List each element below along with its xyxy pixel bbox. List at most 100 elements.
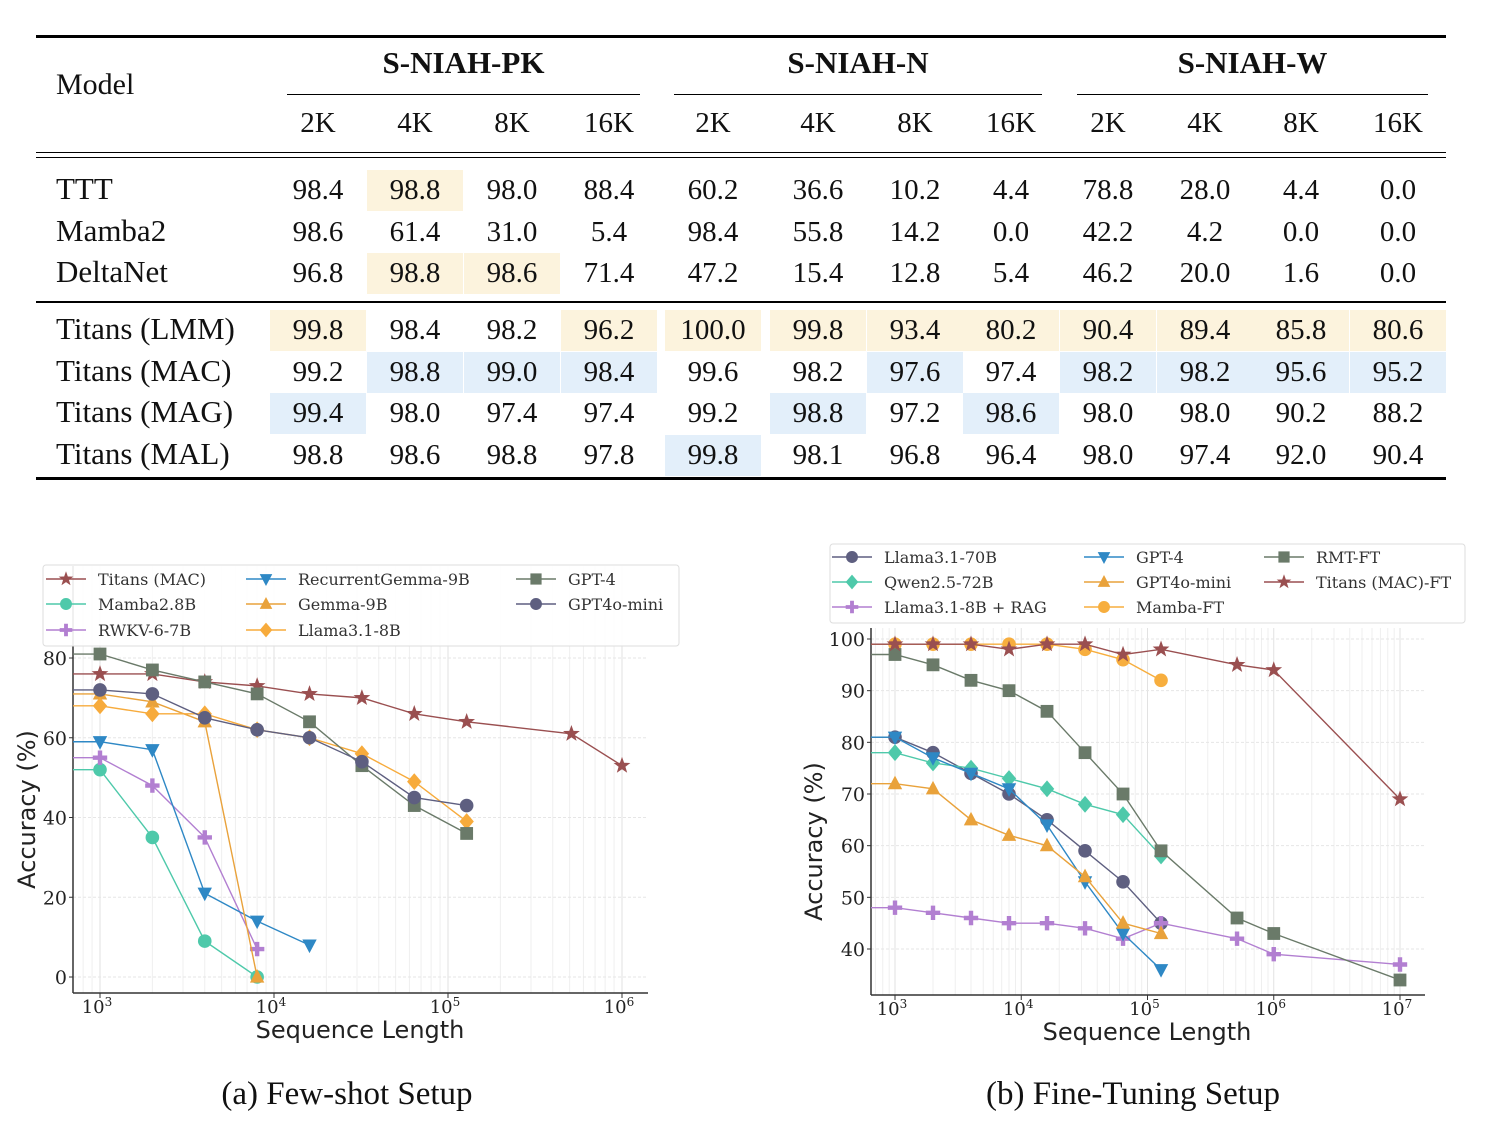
table-cell: 99.8 [770,310,866,351]
circle-marker [145,687,160,701]
star-marker [353,689,371,705]
table-cell: 88.2 [1372,397,1424,429]
square-marker [926,658,940,672]
x-tick-label: 107 [1382,997,1413,1020]
legend-entry: Llama3.1-8B + RAG [832,598,1047,617]
star-marker [563,724,580,741]
tri-up-marker [1097,575,1111,587]
table-cell: 12.8 [889,257,941,289]
group-header: S-NIAH-PK [382,45,545,80]
series-line [73,705,468,823]
table-cell: 98.8 [770,393,866,434]
table-cell: 78.8 [1082,174,1134,206]
circle-marker [197,934,212,948]
table-cell: 99.2 [687,397,739,429]
table-cell: 36.6 [792,174,844,206]
table-cell: 96.8 [292,257,344,289]
table-cell: 80.2 [963,310,1059,351]
square-marker [250,687,264,701]
table-cell: 99.8 [270,310,366,351]
length-header: 8K [897,107,933,139]
diamond-marker [407,773,422,791]
table-cell: 20.0 [1179,257,1231,289]
table-cell: 90.2 [1275,397,1327,429]
diamond-marker [145,705,160,723]
legend-entry: Llama3.1-8B [246,621,401,640]
legend-label: GPT-4 [1136,548,1184,567]
legend-label: RWKV-6-7B [98,621,191,640]
table-cell: 98.4 [687,216,739,248]
table-cell: 98.2 [1157,352,1253,393]
table-cell: 97.4 [486,397,538,429]
star-marker [924,635,942,652]
table-cell: 10.2 [889,174,941,206]
table-cell: 98.0 [486,174,538,206]
table-cell: 90.4 [1060,310,1156,351]
table-rule [36,152,1446,153]
plus-marker [197,830,212,845]
table-cell: 98.2 [1060,352,1156,393]
table-cell: 97.8 [583,439,635,471]
tri-down-marker [249,915,265,930]
square-marker [1154,844,1168,858]
tri-down-marker [1153,964,1169,978]
circle-marker [1078,844,1092,858]
plus-marker [1001,915,1017,931]
group-underline [1077,94,1428,95]
table-cell: 61.4 [389,216,441,248]
plus-marker [59,623,73,637]
table-cell: 98.6 [963,393,1059,434]
table-cell: 97.2 [889,397,941,429]
table-cell: 96.2 [561,310,657,351]
table-cell: 55.8 [792,216,844,248]
legend-label: Llama3.1-8B [298,621,401,640]
tri-down-marker [145,744,160,758]
square-marker [1267,927,1281,940]
square-marker [530,573,542,585]
table-cell: 98.4 [389,314,441,346]
tri-down-marker [197,887,212,902]
y-tick-label: 0 [55,967,67,989]
circle-marker [93,762,107,777]
star-marker [962,635,980,652]
tri-down-marker [92,736,108,750]
square-marker [198,675,212,689]
legend-entry: Gemma-9B [246,595,387,614]
table-cell: 46.2 [1082,257,1134,289]
plus-marker [1229,931,1245,946]
table-cell: 99.4 [270,393,366,434]
legend-label: GPT-4 [568,570,616,589]
tri-down-marker [1115,927,1131,942]
star-marker [1000,640,1018,657]
legend-entry: GPT-4 [516,570,616,589]
table-cell: 98.0 [389,397,441,429]
series-rwkv-6-7b [73,750,265,957]
legend-entry: Mamba-FT [1084,598,1224,617]
circle-marker [250,722,264,737]
circle-marker [530,598,542,610]
series-qwen2-5-72b [871,744,1169,865]
square-marker [964,673,978,687]
table-cell: 14.2 [889,216,941,248]
diamond-marker [92,697,108,715]
plus-marker [1266,946,1281,962]
x-axis-label: Sequence Length [256,1016,465,1044]
star-marker [613,756,631,773]
diamond-marker [1039,780,1055,798]
table-cell: 0.0 [1379,174,1417,206]
table-rule [36,35,1446,38]
square-marker [1278,551,1290,563]
table-cell: 97.6 [867,352,963,393]
legend-entry: GPT-4 [1084,548,1184,567]
y-tick-label: 20 [43,887,67,909]
plus-marker [887,900,903,915]
tri-up-marker [887,775,903,790]
tri-up-marker [249,969,265,983]
row-model-name: Titans (MAC) [56,353,232,388]
star-marker [91,665,109,682]
row-model-name: TTT [56,171,113,206]
legend-label: Mamba2.8B [98,595,196,614]
legend-entry: RecurrentGemma-9B [246,570,470,589]
y-axis-label: Accuracy (%) [800,762,828,921]
square-marker [1040,704,1054,718]
